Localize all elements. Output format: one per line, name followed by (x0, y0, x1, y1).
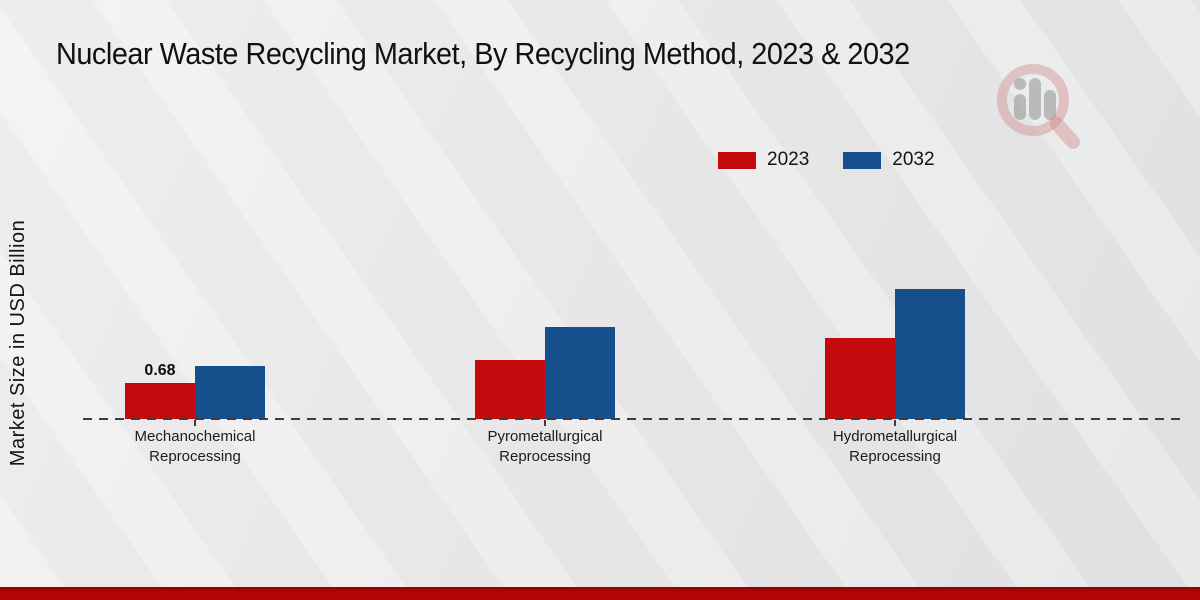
bar-2032-group2 (895, 289, 965, 419)
legend: 2023 2032 (718, 149, 935, 171)
bar-2032-group0 (195, 366, 265, 419)
x-axis-category-label-group1: Pyrometallurgical Reprocessing (487, 428, 603, 465)
x-axis-baseline (83, 418, 1185, 420)
x-axis-category-label-group0: Mechanochemical Reprocessing (134, 428, 256, 465)
magnifier-bar-chart-icon (997, 64, 1080, 149)
chart-title: Nuclear Waste Recycling Market, By Recyc… (56, 36, 910, 71)
bar-2023-group0 (125, 383, 195, 419)
legend-label-2032: 2032 (892, 149, 935, 170)
x-axis-tick-group0 (194, 420, 196, 426)
bar-value-label-2023-group0: 0.68 (144, 362, 176, 379)
x-axis-category-label-group2: Hydrometallurgical Reprocessing (832, 428, 958, 465)
footer-accent-bar (0, 587, 1200, 600)
legend-item-2023: 2023 (718, 149, 809, 171)
bar-2023-group1 (475, 360, 545, 419)
legend-item-2032: 2032 (843, 149, 935, 171)
legend-swatch-2023 (718, 151, 756, 169)
bar-2032-group1 (545, 327, 615, 419)
brand-logo-watermark (993, 60, 1088, 155)
x-axis-tick-group1 (544, 420, 546, 426)
legend-swatch-2032 (843, 151, 882, 169)
legend-label-2023: 2023 (767, 149, 810, 170)
bar-2023-group2 (825, 338, 895, 419)
x-axis-tick-group2 (894, 420, 896, 426)
